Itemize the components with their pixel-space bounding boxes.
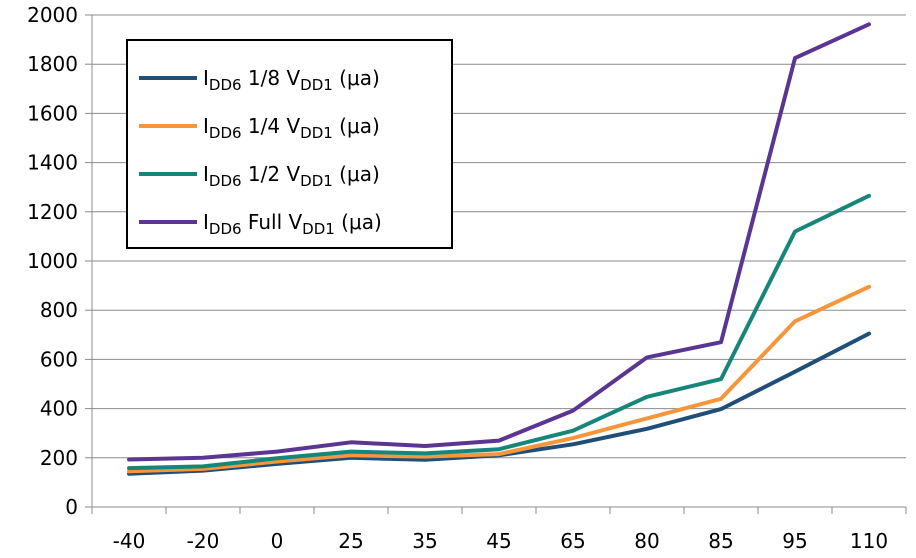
legend-box — [126, 39, 453, 249]
y-tick-label: 1800 — [27, 52, 78, 76]
y-tick-label: 2000 — [27, 3, 78, 27]
y-tick-label: 1400 — [27, 151, 78, 175]
x-axis-tick-labels: -40 -20 0 25 35 45 65 80 85 95 110 — [113, 529, 888, 553]
x-tick-label: 0 — [271, 529, 284, 553]
series-line-3 — [127, 193, 871, 471]
y-tick-label: 800 — [40, 298, 78, 322]
series-lines — [127, 22, 871, 476]
y-tick-label: 200 — [40, 446, 78, 470]
x-tick-label: 85 — [708, 529, 733, 553]
x-tick-label: 110 — [850, 529, 888, 553]
x-tick-label: 45 — [486, 529, 511, 553]
x-axis — [91, 15, 907, 514]
y-tick-label: 1000 — [27, 249, 78, 273]
y-tick-label: 1200 — [27, 200, 78, 224]
legend: IDD6 1/8 VDD1 (μa) IDD6 1/4 VDD1 (μa) IDD6… — [126, 39, 453, 249]
x-tick-label: 80 — [634, 529, 659, 553]
y-tick-label: 600 — [40, 347, 78, 371]
y-tick-label: 0 — [65, 495, 78, 519]
x-tick-label: -40 — [113, 529, 146, 553]
legend-label-4: IDD6 Full VDD1 (μa) — [203, 210, 382, 238]
legend-label-3: IDD6 1/2 VDD1 (μa) — [203, 162, 380, 190]
y-tick-label: 400 — [40, 397, 78, 421]
y-axis-tick-labels: 0 200 400 600 800 1000 1200 1400 1600 1800 2000 — [27, 3, 78, 519]
series-line-2 — [127, 284, 871, 474]
legend-label-1: IDD6 1/8 VDD1 (μa) — [203, 66, 380, 94]
y-tick-label: 1600 — [27, 101, 78, 125]
series-line-4 — [127, 22, 871, 462]
legend-label-2: IDD6 1/4 VDD1 (μa) — [203, 114, 380, 142]
x-tick-label: 65 — [560, 529, 585, 553]
x-tick-label: 35 — [412, 529, 437, 553]
x-tick-label: 25 — [338, 529, 363, 553]
x-tick-label: 95 — [782, 529, 807, 553]
x-tick-label: -20 — [187, 529, 220, 553]
